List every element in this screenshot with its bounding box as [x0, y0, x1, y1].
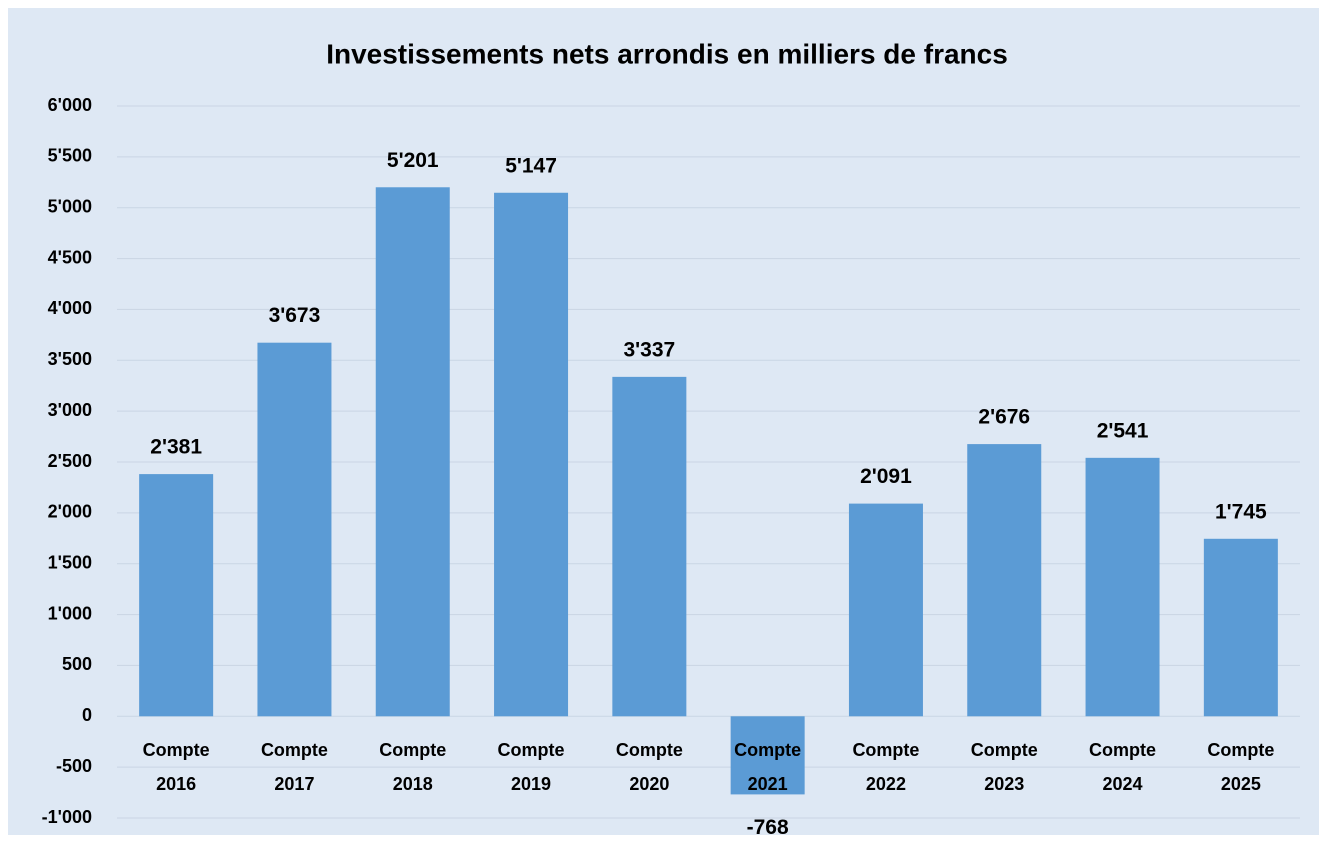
value-label: 2'381 [150, 436, 202, 459]
y-tick-label: -500 [56, 756, 92, 776]
y-tick-label: 2'500 [48, 451, 92, 471]
y-tick-label: 0 [82, 705, 92, 725]
bar [375, 187, 450, 717]
chart-title: Investissements nets arrondis en millier… [326, 38, 1008, 69]
bar [848, 503, 923, 717]
value-label: 2'541 [1097, 419, 1149, 442]
x-tick-label: Compte 2022 [852, 740, 920, 794]
bar [257, 342, 332, 717]
value-label: -768 [747, 816, 789, 839]
bar [494, 192, 569, 717]
y-tick-label: 1'000 [48, 603, 92, 623]
value-label: 5'201 [387, 149, 439, 172]
x-tick-label: Compte 2016 [142, 740, 210, 794]
bar [730, 716, 805, 795]
y-tick-label: 3'500 [48, 349, 92, 369]
value-label: 1'745 [1215, 500, 1267, 523]
bar [1203, 538, 1278, 717]
y-tick-label: 4'500 [48, 247, 92, 267]
bar [612, 376, 687, 717]
x-tick-label: Compte 2017 [260, 740, 328, 794]
y-tick-label: 5'500 [48, 146, 92, 166]
value-label: 2'676 [978, 406, 1030, 429]
y-tick-label: 3'000 [48, 400, 92, 420]
y-tick-label: 1'500 [48, 552, 92, 572]
x-tick-label: Compte 2024 [1089, 740, 1157, 794]
value-label: 5'147 [505, 154, 557, 177]
value-label: 2'091 [860, 465, 912, 488]
value-label: 3'337 [623, 338, 675, 361]
y-tick-label: 4'000 [48, 298, 92, 318]
bar [967, 444, 1042, 717]
x-tick-label: Compte 2020 [615, 740, 683, 794]
x-tick-label: Compte 2018 [379, 740, 447, 794]
x-tick-label: Compte 2025 [1207, 740, 1275, 794]
y-tick-label: 2'000 [48, 502, 92, 522]
bar [1085, 457, 1160, 717]
x-tick-label: Compte 2023 [970, 740, 1038, 794]
y-tick-label: -1'000 [42, 807, 92, 827]
y-tick-label: 5'000 [48, 196, 92, 216]
x-tick-label: Compte 2021 [734, 740, 802, 794]
bar [139, 474, 214, 717]
y-tick-label: 6'000 [48, 95, 92, 115]
value-label: 3'673 [269, 304, 321, 327]
x-tick-label: Compte 2019 [497, 740, 565, 794]
y-tick-label: 500 [62, 654, 92, 674]
